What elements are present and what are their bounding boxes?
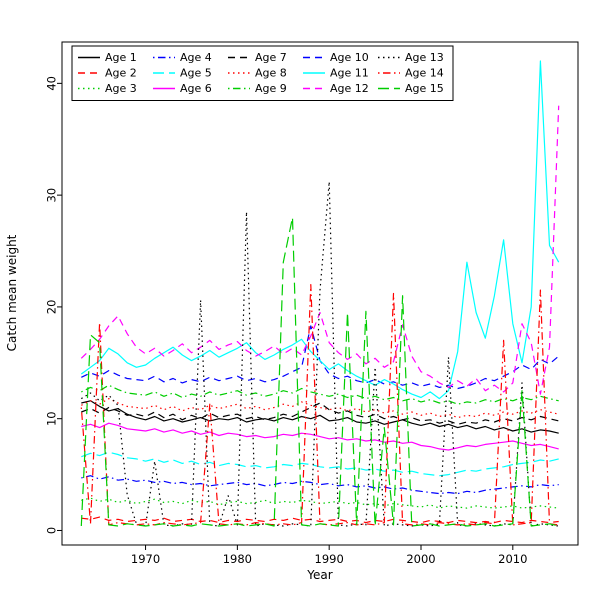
- x-tick-label: 1980: [223, 552, 252, 566]
- series-line-age-11: [80, 60, 560, 400]
- legend-label-age-6: Age 6: [180, 82, 212, 95]
- series-line-age-4: [81, 475, 559, 495]
- series-line-age-3: [81, 497, 559, 509]
- y-tick-label: 0: [45, 527, 59, 534]
- x-tick-label: 2000: [406, 552, 435, 566]
- y-tick-label: 30: [45, 188, 59, 203]
- series-line-age-2: [81, 516, 559, 524]
- y-tick-label: 40: [45, 76, 59, 91]
- plot-box: [61, 41, 579, 546]
- legend-label-age-2: Age 2: [105, 67, 137, 80]
- series-line-age-8: [81, 398, 559, 419]
- x-tick-label: 1970: [131, 552, 160, 566]
- legend-label-age-4: Age 4: [180, 51, 212, 64]
- series-line-age-5: [81, 451, 559, 477]
- legend-label-age-12: Age 12: [330, 82, 369, 95]
- legend-label-age-9: Age 9: [255, 82, 287, 95]
- x-tick-label: 1990: [315, 552, 344, 566]
- series-line-age-9: [81, 384, 559, 405]
- legend-label-age-10: Age 10: [330, 51, 369, 64]
- series-line-age-13: [80, 181, 559, 527]
- series-line-age-6: [81, 422, 559, 451]
- series-line-age-10: [81, 325, 560, 390]
- x-tick-label: 2010: [498, 552, 527, 566]
- y-tick-label: 20: [45, 300, 59, 315]
- legend-label-age-14: Age 14: [405, 67, 444, 80]
- legend-label-age-8: Age 8: [255, 67, 287, 80]
- series-line-age-7: [81, 402, 559, 425]
- series-line-age-12: [80, 105, 560, 395]
- legend-label-age-15: Age 15: [405, 82, 444, 95]
- chart-root: 1970 1980 1990 2000 2010 0 10 20 30 40 Age 1 Age 2 A…: [45, 41, 579, 566]
- y-axis-title: Catch mean weight: [5, 234, 19, 351]
- legend-label-age-3: Age 3: [105, 82, 137, 95]
- legend-label-age-13: Age 13: [405, 51, 444, 64]
- legend-label-age-5: Age 5: [180, 67, 212, 80]
- series-line-age-1: [81, 400, 559, 434]
- y-tick-label: 10: [45, 411, 59, 426]
- legend-label-age-11: Age 11: [330, 67, 369, 80]
- legend-label-age-7: Age 7: [255, 51, 287, 64]
- legend-label-age-1: Age 1: [105, 51, 137, 64]
- series-line-age-14: [80, 284, 559, 526]
- series-line-age-15: [80, 216, 559, 527]
- x-axis-title: Year: [306, 568, 332, 582]
